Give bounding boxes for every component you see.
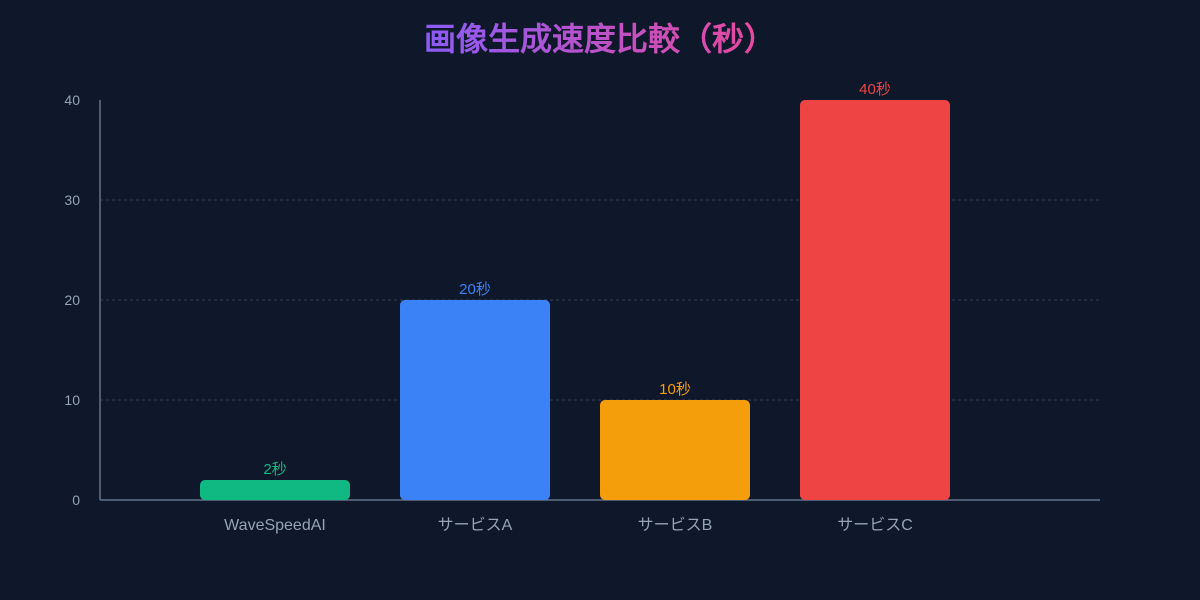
x-category-label: サービスC: [837, 516, 913, 534]
y-tick-label: 30: [64, 192, 80, 208]
bar-value-label: 40秒: [859, 81, 891, 98]
bar: [200, 480, 350, 500]
chart-title: 画像生成速度比較（秒）: [424, 20, 776, 58]
bars: [200, 100, 950, 500]
bar-value-label: 10秒: [659, 381, 691, 398]
y-tick-label: 20: [64, 292, 80, 308]
bar-value-label: 2秒: [263, 461, 286, 478]
category-labels: WaveSpeedAI サービスA サービスB サービスC: [224, 516, 913, 534]
x-category-label: サービスB: [638, 516, 713, 534]
bar-value-label: 20秒: [459, 281, 491, 298]
value-labels: 2秒 20秒 10秒 40秒: [263, 81, 891, 478]
bar: [400, 300, 550, 500]
y-tick-labels: 0 10 20 30 40: [64, 92, 80, 508]
x-category-label: WaveSpeedAI: [224, 517, 326, 534]
grid-lines: [100, 199, 1100, 401]
y-tick-label: 40: [64, 92, 80, 108]
y-tick-label: 10: [64, 392, 80, 408]
bar: [800, 100, 950, 500]
x-category-label: サービスA: [438, 516, 513, 534]
y-tick-label: 0: [72, 492, 80, 508]
bar: [600, 400, 750, 500]
